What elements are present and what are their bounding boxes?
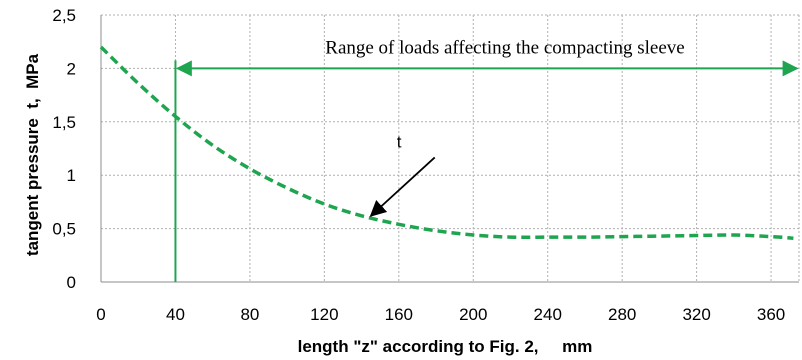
series-label-arrow <box>369 156 436 217</box>
x-tick-label: 360 <box>757 305 785 324</box>
axes <box>100 15 799 283</box>
y-tick-label: 2 <box>67 59 76 78</box>
x-tick-label: 240 <box>534 305 562 324</box>
x-tick-label: 280 <box>608 305 636 324</box>
x-tick-label: 40 <box>166 305 185 324</box>
series-label: t <box>397 132 402 151</box>
x-tick-label: 0 <box>96 305 105 324</box>
x-tick-label: 200 <box>459 305 487 324</box>
x-tick-label: 120 <box>310 305 338 324</box>
x-tick-labels: 0 40 80 120 160 200 240 280 320 360 <box>96 305 785 324</box>
x-tick-label: 160 <box>385 305 413 324</box>
x-tick-label: 320 <box>682 305 710 324</box>
y-tick-labels: 0 0,5 1 1,5 2 2,5 <box>52 6 76 292</box>
y-tick-label: 2,5 <box>52 6 76 25</box>
x-axis-title: length "z" according to Fig. 2, mm <box>298 337 593 356</box>
y-axis-title: tangent pressure t, MPa <box>23 53 42 256</box>
x-tick-label: 80 <box>240 305 259 324</box>
y-tick-label: 0 <box>67 273 76 292</box>
series-group <box>99 45 794 240</box>
series-line-t <box>99 45 794 240</box>
range-annotation-text: Range of loads affecting the compacting … <box>325 37 684 58</box>
y-tick-label: 1 <box>67 166 76 185</box>
y-tick-label: 0,5 <box>52 220 76 239</box>
y-tick-label: 1,5 <box>52 113 76 132</box>
annotations: Range of loads affecting the compacting … <box>174 37 799 282</box>
